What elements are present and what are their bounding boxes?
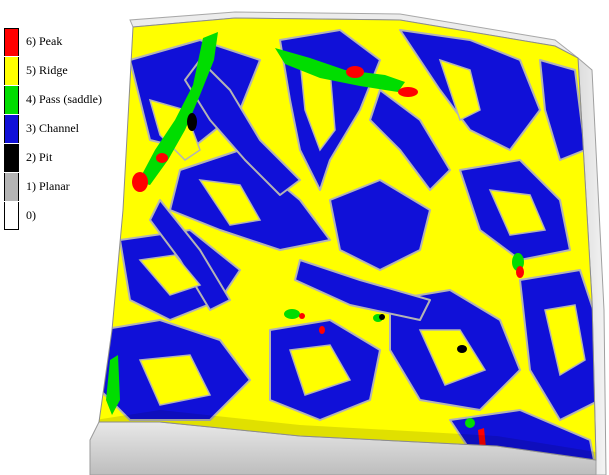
legend-swatch-channel — [4, 115, 19, 143]
legend-swatch-ridge — [4, 57, 19, 85]
legend-swatch-peak — [4, 28, 19, 56]
landform-classes — [99, 18, 596, 460]
legend-swatch-pass — [4, 86, 19, 114]
legend-label-pass: 4) Pass (saddle) — [26, 92, 102, 106]
legend-label-none: 0) — [26, 208, 36, 222]
legend-item-pass: 4) Pass (saddle) — [4, 86, 134, 115]
legend-item-pit: 2) Pit — [4, 144, 134, 173]
legend-swatch-planar — [4, 173, 19, 201]
legend-label-ridge: 5) Ridge — [26, 63, 68, 77]
legend-label-planar: 1) Planar — [26, 179, 70, 193]
legend-item-planar: 1) Planar — [4, 173, 134, 202]
legend-item-none: 0) — [4, 202, 134, 231]
legend-label-channel: 3) Channel — [26, 121, 79, 135]
legend-label-peak: 6) Peak — [26, 34, 63, 48]
legend-item-ridge: 5) Ridge — [4, 57, 134, 86]
legend-item-peak: 6) Peak — [4, 28, 134, 57]
legend-label-pit: 2) Pit — [26, 150, 53, 164]
legend-swatch-pit — [4, 144, 19, 172]
legend-swatch-none — [4, 202, 19, 230]
legend-item-channel: 3) Channel — [4, 115, 134, 144]
legend: 6) Peak 5) Ridge 4) Pass (saddle) 3) Cha… — [4, 28, 134, 231]
